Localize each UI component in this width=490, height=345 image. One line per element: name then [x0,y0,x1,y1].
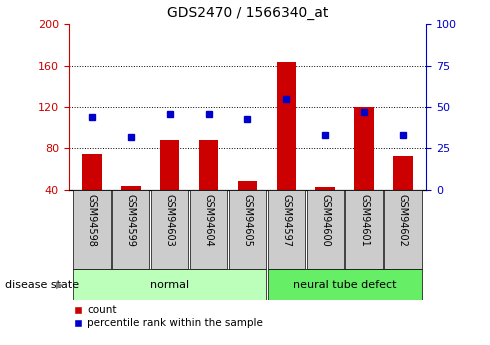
Bar [82,154,101,190]
Bar [268,190,305,269]
Bar [112,190,149,269]
Text: normal: normal [150,280,189,289]
Title: GDS2470 / 1566340_at: GDS2470 / 1566340_at [167,6,328,20]
Bar [393,156,413,190]
Bar [190,190,227,269]
Text: ▶: ▶ [56,280,64,289]
Bar [268,269,421,300]
Bar [121,186,141,190]
Text: GSM94602: GSM94602 [398,194,408,247]
Bar [316,187,335,190]
Text: GSM94599: GSM94599 [126,194,136,247]
Text: GSM94603: GSM94603 [165,194,175,246]
Text: GSM94605: GSM94605 [243,194,252,247]
Text: GSM94601: GSM94601 [359,194,369,246]
Text: GSM94600: GSM94600 [320,194,330,246]
Text: disease state: disease state [5,280,79,289]
Bar [277,62,296,190]
Text: GSM94598: GSM94598 [87,194,97,247]
Bar [238,181,257,190]
Bar [160,140,179,190]
Bar [151,190,188,269]
Bar [307,190,344,269]
Text: neural tube defect: neural tube defect [293,280,396,289]
Bar [74,190,111,269]
Bar [74,269,266,300]
Text: GSM94604: GSM94604 [203,194,214,246]
Bar [384,190,421,269]
Bar [199,140,218,190]
Bar [345,190,383,269]
Text: GSM94597: GSM94597 [281,194,292,247]
Bar [229,190,266,269]
Bar [354,107,374,190]
Legend: count, percentile rank within the sample: count, percentile rank within the sample [74,305,263,328]
